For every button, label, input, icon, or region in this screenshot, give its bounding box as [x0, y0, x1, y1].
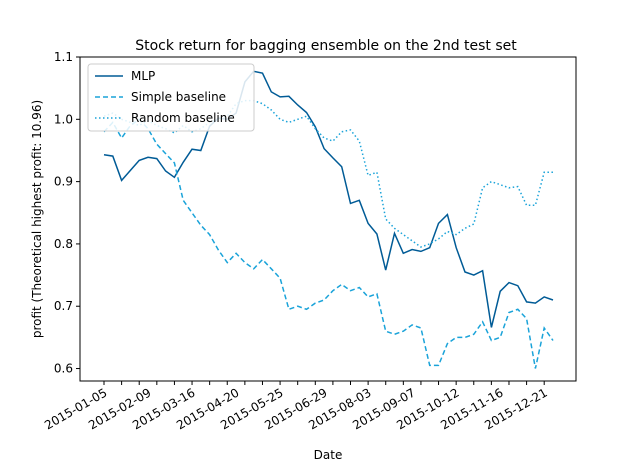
- legend: MLP Simple baseline Random baseline: [87, 63, 255, 132]
- y-tick-label: 0.7: [54, 299, 73, 313]
- series-line-1: [103, 118, 554, 369]
- y-tick-label: 1.0: [54, 112, 73, 126]
- series-lines: [103, 70, 554, 369]
- series-line-2: [103, 99, 553, 248]
- y-tick-label: 0.8: [54, 237, 73, 251]
- y-axis-label: profit (Theoretical highest profit: 10.9…: [30, 100, 44, 338]
- x-axis-label: Date: [314, 448, 343, 462]
- x-axis: 2015-01-052015-02-092015-03-162015-04-20…: [42, 381, 550, 432]
- legend-label-mlp: MLP: [131, 69, 155, 83]
- y-tick-label: 0.9: [54, 175, 73, 189]
- legend-box: [87, 63, 255, 132]
- legend-label-simple-baseline: Simple baseline: [131, 90, 226, 104]
- legend-label-random-baseline: Random baseline: [131, 111, 235, 125]
- chart-title: Stock return for bagging ensemble on the…: [135, 38, 517, 54]
- y-tick-label: 1.1: [54, 50, 73, 64]
- y-tick-label: 0.6: [54, 362, 73, 376]
- y-axis: 0.6 0.7 0.8 0.9 1.0 1.1: [54, 50, 80, 376]
- series-line-0: [103, 70, 554, 328]
